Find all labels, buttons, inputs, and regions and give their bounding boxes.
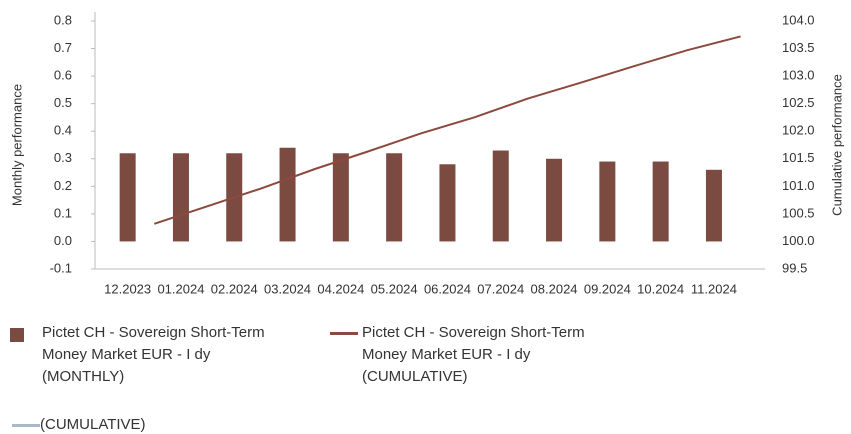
y2-tick-label: 101.0 bbox=[782, 178, 815, 193]
y2-tick-label: 100.0 bbox=[782, 233, 815, 248]
bar bbox=[279, 147, 296, 242]
y-tick-label: 0.8 bbox=[54, 12, 72, 27]
legend-label: Pictet CH - Sovereign Short-Term Money M… bbox=[362, 324, 585, 385]
bar bbox=[599, 161, 616, 242]
y2-tick-label: 102.0 bbox=[782, 123, 815, 138]
y-tick-label: 0.3 bbox=[54, 150, 72, 165]
y2-tick-label: 100.5 bbox=[782, 205, 815, 220]
y2-tick-label: 101.5 bbox=[782, 150, 815, 165]
bar bbox=[386, 153, 403, 242]
x-tick-label: 07.2024 bbox=[477, 281, 524, 296]
y-tick-label: 0.1 bbox=[54, 205, 72, 220]
x-tick-label: 11.2024 bbox=[691, 281, 737, 296]
x-tick-label: 05.2024 bbox=[371, 281, 418, 296]
x-tick-label: 09.2024 bbox=[584, 281, 631, 296]
bar bbox=[332, 153, 349, 242]
x-tick-label: 10.2024 bbox=[637, 281, 684, 296]
y-tick-label: 0.7 bbox=[54, 40, 72, 55]
x-tick-label: 01.2024 bbox=[157, 281, 204, 296]
bar bbox=[705, 169, 722, 242]
legend-swatch bbox=[330, 332, 358, 335]
x-tick-label: 04.2024 bbox=[317, 281, 364, 296]
y-tick-label: 0.5 bbox=[54, 95, 72, 110]
bar bbox=[652, 161, 669, 242]
line bbox=[153, 35, 741, 225]
legend-label: (CUMULATIVE) bbox=[40, 416, 146, 433]
x-tick-label: 03.2024 bbox=[264, 281, 311, 296]
y-tick-label: 0.0 bbox=[54, 233, 72, 248]
y-tick-label: -0.1 bbox=[50, 260, 72, 275]
y2-tick-label: 102.5 bbox=[782, 95, 815, 110]
y2-tick-label: 104.0 bbox=[782, 12, 815, 27]
bar bbox=[119, 153, 136, 242]
x-tick-label: 08.2024 bbox=[531, 281, 578, 296]
y2-axis-label: Cumulative performance bbox=[829, 74, 844, 216]
bar bbox=[492, 150, 509, 242]
bar bbox=[439, 164, 456, 242]
legend-swatch bbox=[10, 328, 24, 342]
y-tick-label: 0.6 bbox=[54, 68, 72, 83]
y-tick-label: 0.2 bbox=[54, 178, 72, 193]
legend-swatch bbox=[12, 424, 40, 427]
y2-tick-label: 99.5 bbox=[782, 260, 807, 275]
bar bbox=[546, 158, 563, 242]
y2-tick-label: 103.5 bbox=[782, 40, 815, 55]
y2-tick-label: 103.0 bbox=[782, 68, 815, 83]
y-axis-label: Monthly performance bbox=[9, 84, 24, 206]
bar bbox=[172, 153, 189, 242]
x-tick-label: 06.2024 bbox=[424, 281, 471, 296]
y-tick-label: 0.4 bbox=[54, 123, 72, 138]
legend-label: Pictet CH - Sovereign Short-Term Money M… bbox=[42, 324, 265, 385]
x-tick-label: 02.2024 bbox=[211, 281, 258, 296]
x-tick-label: 12.2023 bbox=[104, 281, 151, 296]
